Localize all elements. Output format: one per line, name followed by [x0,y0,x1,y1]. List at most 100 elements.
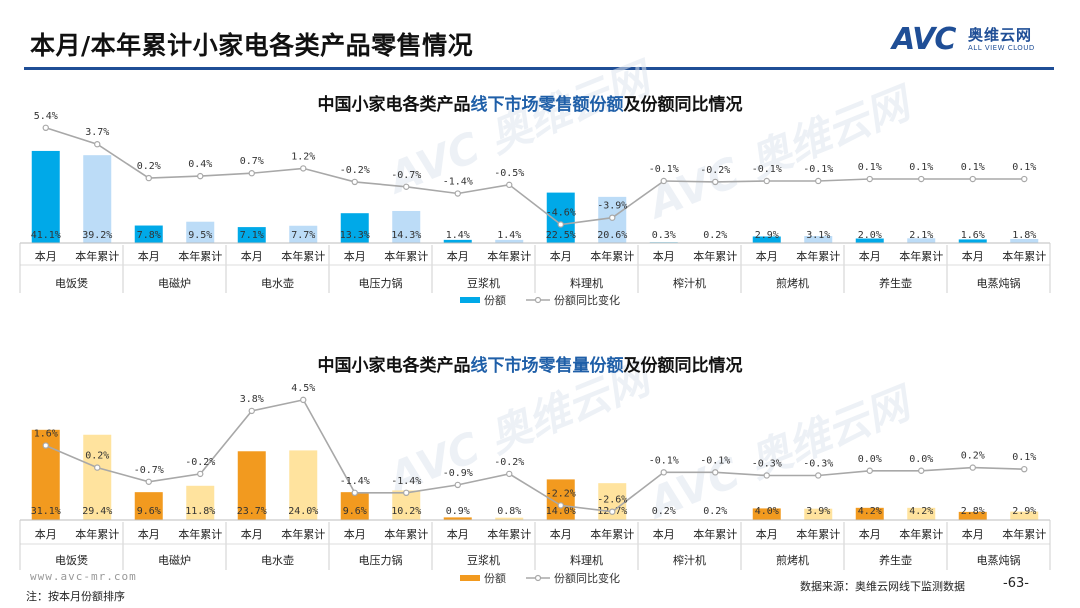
yoy-point [197,172,204,180]
site-url: www.avc-mr.com [30,570,137,583]
period-label: 本月 [550,249,572,263]
bar [855,507,884,520]
bar-value-label: 2.1% [909,230,933,241]
yoy-label: -0.2% [494,457,524,468]
yoy-label: -0.1% [752,164,782,175]
yoy-label: -2.2% [546,488,576,499]
period-label: 本年累计 [796,527,840,541]
category-label: 电压力锅 [359,277,403,290]
yoy-label: 0.4% [188,159,212,170]
yoy-point [763,472,770,479]
yoy-label: 0.1% [909,162,933,173]
yoy-line [45,127,1025,226]
bar-value-label: 1.6% [961,230,985,241]
category-label: 料理机 [570,276,603,290]
bar-value-label: 14.3% [391,230,421,241]
yoy-label: 0.0% [858,454,882,465]
bar-value-label: 0.2% [652,506,676,517]
logo-avc-text: AVC [892,22,956,57]
period-label: 本月 [653,527,675,541]
yoy-label: 0.1% [961,162,985,173]
yoy-point [94,141,101,148]
legend-line-marker [534,574,542,582]
bar-value-label: 31.1% [31,506,61,517]
period-label: 本月 [35,249,57,263]
yoy-label: -3.9% [597,201,627,212]
category-label: 榨汁机 [673,276,706,290]
yoy-point [918,467,925,474]
category-label: 电水壶 [261,276,294,290]
yoy-point [351,489,358,496]
chart-title-part: 及份额同比情况 [624,94,743,115]
period-label: 本年累计 [487,249,531,263]
bar-value-label: 3.1% [806,230,830,241]
yoy-point [248,170,255,177]
period-label: 本月 [859,527,881,541]
yoy-point [403,183,410,190]
yoy-point [712,178,719,186]
period-label: 本年累计 [590,527,634,541]
period-label: 本月 [962,527,984,541]
legend-bar-label: 份额 [484,572,506,585]
period-label: 本月 [138,249,160,263]
yoy-label: -0.3% [803,458,833,469]
period-label: 本年累计 [1002,249,1046,263]
category-label: 电磁炉 [158,277,191,290]
yoy-label: -0.5% [494,168,524,179]
period-label: 本年累计 [693,527,737,541]
bar-value-label: 23.7% [237,506,267,517]
logo-cn-text: 奥维云网 [968,26,1033,44]
bar [495,517,524,520]
yoy-label: -0.2% [185,457,215,468]
yoy-label: 3.7% [85,127,109,138]
period-label: 本月 [447,249,469,263]
period-label: 本年累计 [487,527,531,541]
yoy-point [94,464,101,471]
period-label: 本月 [138,527,160,541]
bar [804,508,833,520]
yoy-point [42,124,49,132]
yoy-point [969,175,976,183]
category-label: 豆浆机 [467,553,500,567]
yoy-label: 0.1% [1012,162,1036,173]
chart-title: 中国小家电各类产品线下市场零售量份额及份额同比情况 [318,355,743,376]
bar-value-label: 39.2% [82,230,112,241]
bar [289,225,318,243]
chart-retail-value: 中国小家电各类产品线下市场零售额份额及份额同比情况 41.1% 本月 39.2% 本年累… [19,94,1051,307]
period-label: 本月 [344,527,366,541]
bar-value-label: 1.4% [446,230,470,241]
period-label: 本年累计 [1002,527,1046,541]
bar-value-label: 9.6% [343,506,367,517]
bar-value-label: 20.6% [597,230,627,241]
period-label: 本月 [344,249,366,263]
yoy-label: 0.0% [909,454,933,465]
bar [186,221,215,243]
legend-bar-swatch [460,297,480,303]
yoy-point [1021,175,1028,183]
bar-value-label: 2.0% [858,230,882,241]
yoy-point [660,177,667,185]
category-label: 电饭煲 [55,277,88,290]
bar [134,225,163,243]
yoy-label: -1.4% [443,177,473,188]
bar [443,239,472,243]
bar-value-label: 13.3% [340,230,370,241]
period-label: 本年累计 [75,249,119,263]
period-label: 本年累计 [693,249,737,263]
bar [752,508,781,520]
period-label: 本年累计 [281,249,325,263]
period-label: 本月 [550,527,572,541]
category-label: 电压力锅 [359,554,403,567]
period-label: 本年累计 [281,527,325,541]
yoy-label: -0.1% [649,164,679,175]
bar [1010,238,1039,243]
period-label: 本月 [859,249,881,263]
bar-value-label: 0.2% [703,230,727,241]
yoy-point [866,175,873,183]
legend-bar-label: 份额 [484,294,506,307]
period-label: 本月 [241,249,263,263]
period-label: 本年累计 [899,249,943,263]
yoy-line [45,398,1025,513]
yoy-point [969,464,976,471]
chart-title: 中国小家电各类产品线下市场零售额份额及份额同比情况 [318,94,743,115]
